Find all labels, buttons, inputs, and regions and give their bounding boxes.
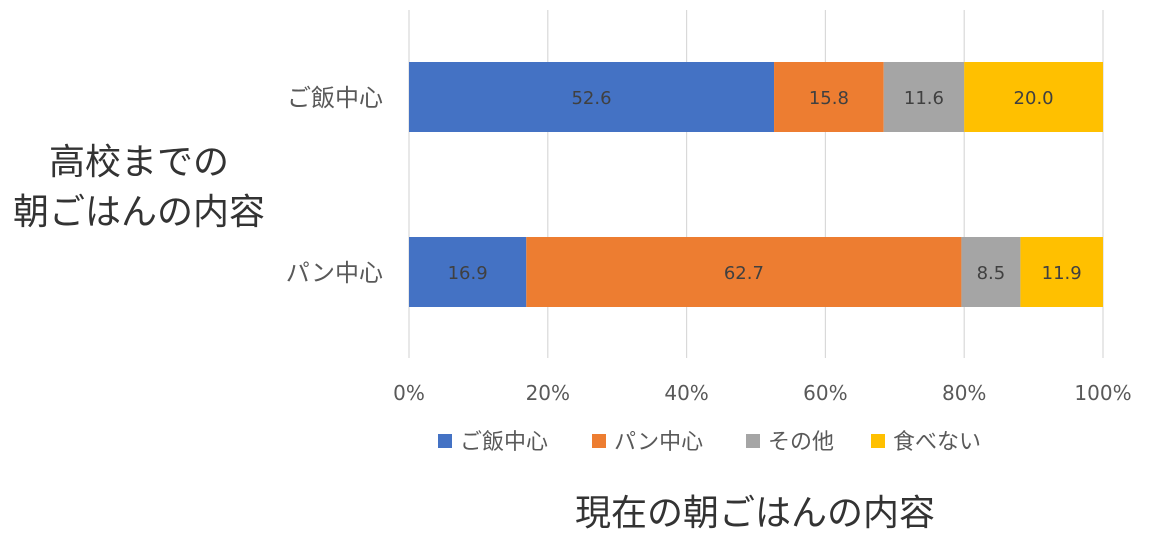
- bar-1-1: [526, 237, 962, 307]
- category-label-0: ご飯中心: [287, 84, 383, 112]
- data-label-1-0: 16.9: [448, 263, 488, 284]
- legend-swatch-0: [438, 434, 452, 448]
- x-tick-label-0: 0%: [393, 381, 425, 405]
- bar-0-1: [774, 62, 884, 132]
- bar-1-3: [1020, 237, 1103, 307]
- y-axis-title: 高校までの 朝ごはんの内容: [0, 138, 278, 238]
- data-label-0-3: 20.0: [1014, 88, 1054, 109]
- bar-0-0: [409, 62, 775, 132]
- x-tick-label-3: 60%: [803, 381, 847, 405]
- legend-label-2: その他: [768, 430, 834, 455]
- legend-swatch-2: [746, 434, 760, 448]
- legend-swatch-3: [871, 434, 885, 448]
- y-axis-title-line-2: 朝ごはんの内容: [12, 192, 265, 233]
- y-axis-title-line-1: 高校までの: [48, 142, 229, 183]
- x-tick-label-1: 20%: [526, 381, 570, 405]
- x-tick-label-5: 100%: [1074, 381, 1131, 405]
- bar-0-2: [883, 62, 965, 132]
- legend-swatch-1: [592, 434, 606, 448]
- legend-label-0: ご飯中心: [460, 430, 548, 455]
- data-label-1-3: 11.9: [1042, 263, 1082, 284]
- category-label-1: パン中心: [286, 259, 383, 287]
- data-label-0-2: 11.6: [904, 88, 944, 109]
- bar-0-3: [964, 62, 1103, 132]
- bar-1-2: [961, 237, 1021, 307]
- bar-1-0: [409, 237, 527, 307]
- data-label-1-2: 8.5: [977, 263, 1006, 284]
- data-label-0-1: 15.8: [809, 88, 849, 109]
- x-axis-title: 現在の朝ごはんの内容: [574, 493, 935, 534]
- data-label-0-0: 52.6: [571, 88, 611, 109]
- data-label-1-1: 62.7: [724, 263, 764, 284]
- x-tick-label-2: 40%: [664, 381, 708, 405]
- x-tick-label-4: 80%: [942, 381, 986, 405]
- legend-label-3: 食べない: [893, 430, 981, 455]
- legend-label-1: パン中心: [614, 430, 703, 455]
